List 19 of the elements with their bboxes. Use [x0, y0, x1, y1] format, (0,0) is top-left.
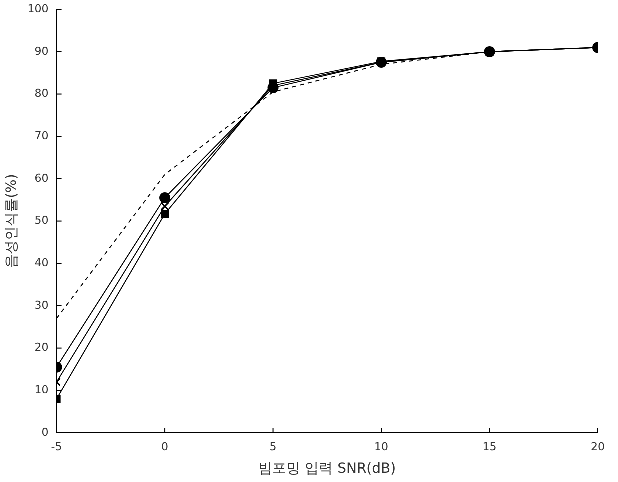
y-tick-label: 10 [34, 384, 49, 397]
x-tick-label: -5 [51, 440, 62, 454]
x-tick-label: 20 [591, 440, 605, 454]
y-tick-label: 50 [34, 214, 49, 228]
y-tick-label: 20 [34, 341, 49, 354]
y-tick-label: 60 [34, 172, 49, 185]
x-tick-label: 0 [162, 440, 169, 454]
y-tick-label: 80 [34, 87, 49, 100]
x-tick-label: 15 [482, 440, 497, 454]
y-tick-label: 40 [34, 256, 49, 270]
y-tick-label: 90 [34, 44, 49, 58]
x-tick-label: 10 [374, 440, 389, 454]
y-tick-label: 100 [28, 2, 49, 16]
y-tick-label: 70 [34, 129, 49, 142]
x-axis-title: 빔포밍 입력 SNR(dB) [258, 461, 396, 478]
y-axis-title: 음성인식률(%) [4, 174, 20, 268]
y-tick-label: 0 [42, 426, 49, 439]
x-tick-label: 5 [270, 440, 277, 454]
y-tick-label: 30 [34, 298, 49, 312]
